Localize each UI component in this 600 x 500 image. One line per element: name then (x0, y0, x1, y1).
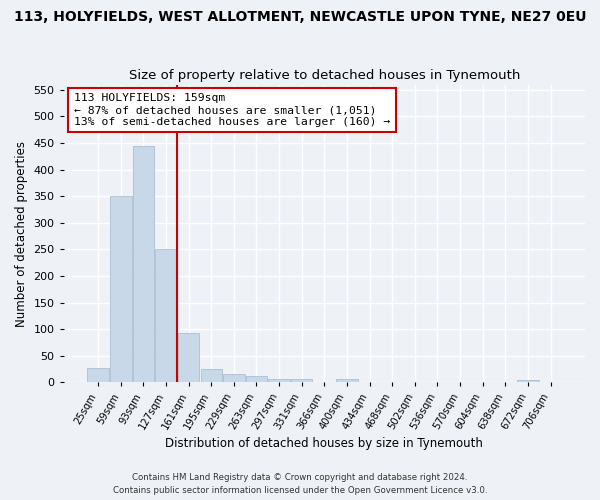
Bar (88, 368, 109, 382)
Bar (291, 380, 313, 382)
Text: Contains HM Land Registry data © Crown copyright and database right 2024.
Contai: Contains HM Land Registry data © Crown c… (113, 474, 487, 495)
Text: 113 HOLYFIELDS: 159sqm
← 87% of detached houses are smaller (1,051)
13% of semi-: 113 HOLYFIELDS: 159sqm ← 87% of detached… (74, 94, 391, 126)
Text: 113, HOLYFIELDS, WEST ALLOTMENT, NEWCASTLE UPON TYNE, NE27 0EU: 113, HOLYFIELDS, WEST ALLOTMENT, NEWCAST… (14, 10, 586, 24)
Title: Size of property relative to detached houses in Tynemouth: Size of property relative to detached ho… (128, 69, 520, 82)
Bar (133, 146, 154, 382)
Bar (200, 369, 222, 382)
Bar (223, 374, 245, 382)
Bar (268, 378, 290, 382)
Bar (246, 376, 267, 382)
Y-axis label: Number of detached properties: Number of detached properties (15, 140, 28, 326)
Bar (155, 250, 177, 382)
Bar (110, 196, 131, 382)
Bar (178, 333, 199, 382)
Bar (336, 380, 358, 382)
Bar (517, 380, 539, 382)
X-axis label: Distribution of detached houses by size in Tynemouth: Distribution of detached houses by size … (166, 437, 483, 450)
